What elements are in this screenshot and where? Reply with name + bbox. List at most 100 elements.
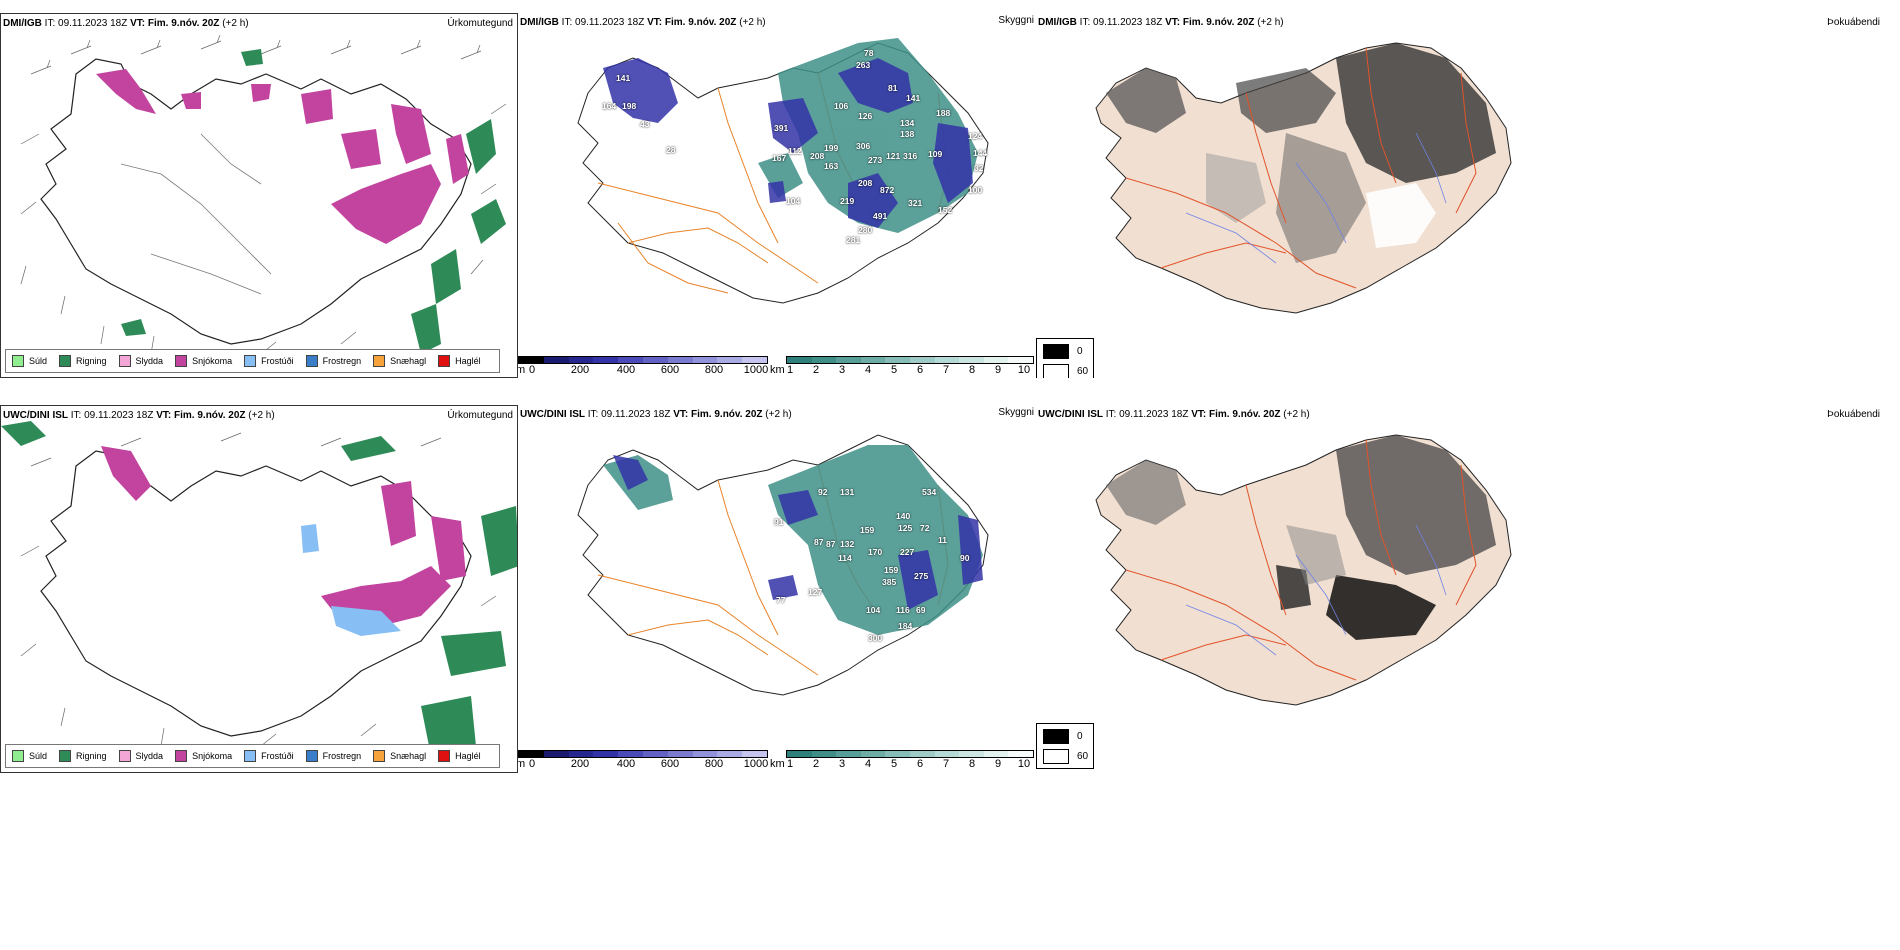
colorbar-tick: 0 [528,758,536,770]
fog-legend-item: 60 [1043,364,1088,378]
fog-legend-item: 0 [1043,729,1083,744]
ceiling-label: 87 [814,537,824,547]
legend-swatch [373,750,386,762]
ceiling-label: 316 [903,151,918,161]
ceiling-label: 77 [776,595,786,605]
ceiling-label: 43 [640,119,650,129]
precip-legend: Súld Rigning Slydda Snjókoma Frostúði Fr… [5,349,500,373]
colorbar-tick: 3 [838,758,846,770]
colorbar-tick: 200 [570,758,590,770]
colorbar-tick: 10 [1017,364,1031,376]
colorbar-tick: 1 [786,758,794,770]
legend-item: Haglél [438,355,481,367]
ceiling-label: 134 [900,118,915,128]
ceiling-label: 219 [840,196,855,206]
legend-swatch [1043,364,1069,378]
ceiling-label: 11 [938,535,947,545]
fog-map-bottom [1095,434,1512,706]
colorbar-unit: m [518,364,526,376]
ceiling-label: 104 [786,196,801,206]
ceiling-label: 144 [973,148,988,158]
rain-areas [1,421,517,756]
precip-type-panel-top: DMI/IGB IT: 09.11.2023 18Z VT: Fim. 9.nó… [0,13,518,378]
legend-swatch [175,750,188,762]
legend-swatch [175,355,188,367]
ceiling-label: 112 [788,146,802,156]
legend-swatch [244,750,257,762]
ceiling-label: 92 [818,487,828,497]
legend-item: Haglél [438,750,481,762]
ceiling-label: 273 [868,155,883,165]
road-network [1125,47,1477,289]
ceiling-label: 141 [616,73,631,83]
panel-title: UWC/DINI ISL IT: 09.11.2023 18Z VT: Fim.… [3,410,275,421]
ceiling-label: 164 [602,101,617,111]
river-network [1185,524,1447,656]
ceiling-label: 124 [968,131,983,141]
legend-swatch [59,750,72,762]
ceiling-label: 872 [880,185,895,195]
legend-swatch [118,355,131,367]
visibility-colorbar: km 1 2 3 4 5 6 7 8 9 10 [770,356,1034,378]
legend-swatch [373,355,386,367]
ceiling-label: 163 [824,161,839,171]
colorbar-ticks: km 1 2 3 4 5 6 7 8 9 10 [770,758,1034,772]
legend-item: Frostregn [305,355,361,367]
ceiling-label: 132 [840,539,855,549]
legend-item: Frostúði [244,750,294,762]
colorbar-tick: 0 [528,364,536,376]
ceiling-colorbar: m 0 200 400 600 800 1000 [518,356,768,378]
ceiling-map-bottom [577,434,989,696]
colorbar-bar [518,356,768,364]
fog-shading [1106,435,1496,640]
road-network [1125,439,1477,681]
visibility-title: Skyggni [998,15,1034,26]
legend-swatch [118,750,131,762]
colorbar-bar [786,750,1034,758]
colorbar-tick: 5 [890,364,898,376]
colorbar-tick: 8 [968,758,976,770]
colorbar-tick: 7 [942,758,950,770]
ceiling-label: 109 [928,149,943,159]
ceiling-label: 28 [666,145,676,155]
legend-swatch [1043,729,1069,744]
ceiling-label: 159 [860,525,875,535]
iceland-outline [40,450,472,737]
ceiling-label: 300 [868,633,883,643]
ceiling-label: 208 [858,178,873,188]
fog-legend-item: 0 [1043,344,1083,359]
colorbar-tick: 400 [616,758,636,770]
ceiling-label: 199 [824,143,839,153]
snow-areas [96,69,469,244]
fog-shading [1106,43,1496,263]
ceiling-label: 306 [856,141,871,151]
ceiling-visibility-panel-top: 78 263 81 141 141 198 106 126 188 134 13… [518,13,1036,378]
snow-areas [101,446,466,626]
colorbar-tick: 4 [864,364,872,376]
colorbar-tick: 2 [812,758,820,770]
ceiling-label: 138 [900,129,915,139]
fog-index-panel-bottom: UWC/DINI ISL IT: 09.11.2023 18Z VT: Fim.… [1036,405,1900,773]
ceiling-label: 116 [896,605,910,615]
ceiling-label: 114 [838,553,852,563]
colorbar-bar [518,750,768,758]
legend-item: Rigning [59,750,107,762]
ceiling-areas [603,58,973,228]
ceiling-label: 491 [873,211,888,221]
colorbar-tick: 600 [660,364,680,376]
legend-swatch [1043,344,1069,359]
ceiling-label: 275 [914,571,929,581]
ceiling-label: 127 [808,587,823,597]
precip-map-bottom [1,421,517,756]
colorbar-ticks: km 1 2 3 4 5 6 7 8 9 10 [770,364,1034,378]
ceiling-visibility-panel-bottom: 131 92 159 140 125 72 91 87 87 132 114 1… [518,405,1036,773]
ceiling-label: 391 [774,123,789,133]
iceland-outline [40,58,472,345]
ceiling-label: 281 [846,235,861,245]
ceiling-label: 321 [908,198,923,208]
panel-title: UWC/DINI ISL IT: 09.11.2023 18Z VT: Fim.… [520,409,792,420]
colorbar-tick: 1000 [743,758,769,770]
legend-item: Frostúði [244,355,294,367]
colorbar-tick: 800 [704,758,724,770]
ceiling-label: 32 [974,163,984,173]
